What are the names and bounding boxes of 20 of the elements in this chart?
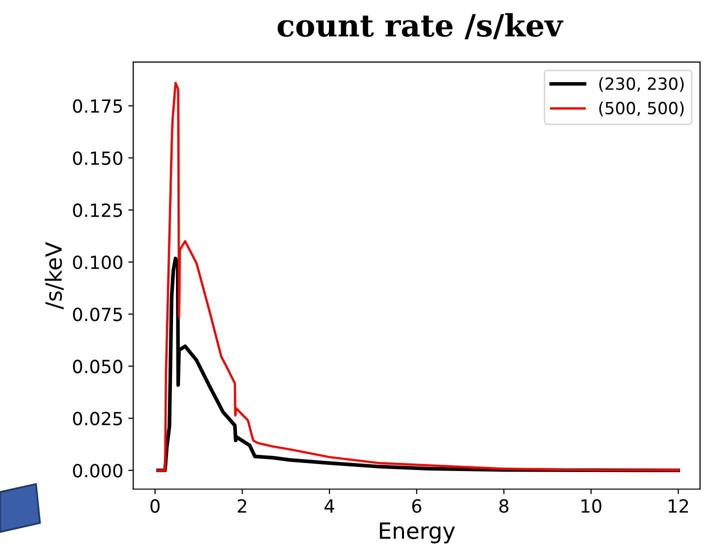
y-tick-label: 0.100 xyxy=(73,256,122,270)
x-tick-label: 8 xyxy=(499,499,508,513)
legend-label: (230, 230) xyxy=(599,77,684,92)
y-axis-title: /s/keV xyxy=(44,242,64,310)
y-tick-label: 0.025 xyxy=(73,412,122,426)
legend-label: (500, 500) xyxy=(599,102,684,116)
x-tick-label: 6 xyxy=(412,499,422,513)
y-tick-label: 0.075 xyxy=(73,308,122,322)
x-tick-label: 4 xyxy=(324,499,334,513)
x-tick-label: 12 xyxy=(668,499,688,513)
x-tick-label: 2 xyxy=(238,499,246,513)
x-tick-label: 0 xyxy=(150,499,160,513)
y-tick-label: 0.050 xyxy=(73,360,122,374)
y-tick-label: 0.125 xyxy=(73,203,122,218)
x-axis-title: Energy xyxy=(380,522,455,544)
x-tick-label: 10 xyxy=(582,499,602,513)
y-tick-label: 0.175 xyxy=(73,99,122,113)
y-tick-label: 0.150 xyxy=(73,151,122,165)
chart-title: count rate /s/kev xyxy=(278,13,564,40)
y-tick-label: 0.000 xyxy=(73,464,122,478)
